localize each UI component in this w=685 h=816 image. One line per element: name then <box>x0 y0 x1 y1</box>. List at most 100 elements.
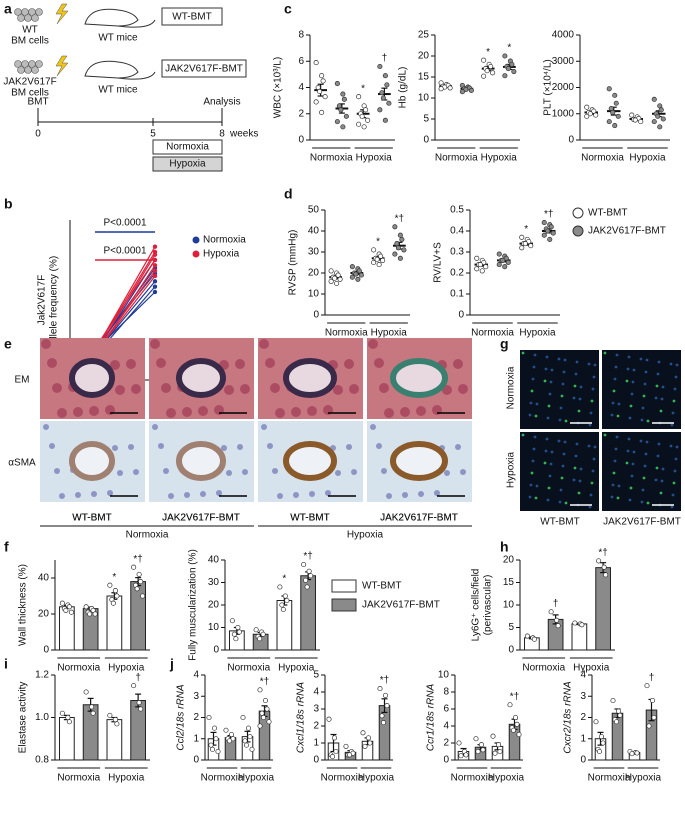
data-point <box>114 721 120 727</box>
micrograph-texture <box>386 493 392 499</box>
data-point <box>249 746 255 752</box>
micrograph-texture <box>629 486 633 490</box>
data-point <box>507 702 513 708</box>
micrograph-texture <box>669 444 673 448</box>
lightning-icon <box>55 55 69 77</box>
data-point <box>63 607 69 613</box>
y-tick-label: 4 <box>443 721 449 732</box>
data-point <box>646 723 652 729</box>
micrograph-texture <box>128 444 134 450</box>
micrograph-texture <box>131 384 141 394</box>
micrograph-texture <box>672 399 676 403</box>
micrograph-texture <box>558 500 562 504</box>
micrograph-texture <box>521 433 525 437</box>
micrograph-texture <box>616 496 620 500</box>
p-value: P<0.0001 <box>103 218 147 229</box>
micrograph-texture <box>610 495 614 499</box>
micrograph-texture <box>545 437 549 441</box>
micrograph-texture <box>645 440 649 444</box>
column-label: WT-BMT <box>290 513 329 524</box>
group-label: Hypoxia <box>347 530 384 541</box>
micrograph-texture <box>307 406 317 416</box>
data-point <box>606 119 612 125</box>
micrograph-texture <box>659 409 663 413</box>
y-tick-label: 3 <box>193 691 199 702</box>
data-point <box>384 703 390 709</box>
micrograph-texture <box>630 392 634 396</box>
micrograph-texture <box>547 486 551 490</box>
micrograph-texture <box>660 479 664 483</box>
y-axis-label: Jak2V617F <box>37 275 48 326</box>
data-point <box>334 119 340 125</box>
data-point <box>502 53 508 59</box>
micrograph-texture <box>579 467 583 471</box>
micrograph-texture <box>673 469 677 473</box>
data-point <box>262 697 269 704</box>
micrograph-texture <box>627 355 631 359</box>
timeline-tick-label: 5 <box>150 129 156 140</box>
condition-box <box>152 139 223 155</box>
data-point <box>359 113 365 119</box>
data-point <box>492 750 498 756</box>
data-point <box>495 742 502 748</box>
y-tick-label: 0 <box>443 755 449 766</box>
y-tick-label: 40 <box>208 555 220 566</box>
data-point <box>215 748 221 755</box>
micrograph-texture <box>150 339 160 349</box>
data-point <box>601 564 607 570</box>
cell-icon <box>17 66 25 74</box>
micrograph-texture <box>325 490 331 496</box>
micrograph-texture <box>549 380 553 384</box>
cell-icon <box>24 66 32 74</box>
data-point <box>371 259 377 266</box>
micrograph-texture <box>544 367 548 371</box>
micrograph-texture <box>560 394 564 398</box>
data-point <box>87 611 93 617</box>
y-tick-label: 2 <box>443 738 449 749</box>
data-point <box>206 714 212 721</box>
data-point <box>112 588 118 594</box>
micrograph-texture <box>265 358 275 368</box>
micrograph-texture <box>73 407 83 417</box>
data-point <box>378 253 384 259</box>
significance-mark: *† <box>133 554 142 565</box>
micrograph-texture <box>532 447 536 451</box>
group-label: Hypoxia <box>358 773 395 784</box>
y-tick-label: 40 <box>308 226 320 237</box>
y-tick-label: 5 <box>423 114 429 125</box>
data-point <box>337 276 343 282</box>
micrograph-texture <box>57 408 67 418</box>
micrograph-texture <box>133 469 139 475</box>
y-tick-label: 6 <box>298 56 304 67</box>
y-tick-label: 30 <box>308 247 320 258</box>
micrograph-texture <box>625 461 629 465</box>
data-point <box>519 234 525 240</box>
micrograph-texture <box>528 495 532 499</box>
data-point <box>341 96 347 102</box>
y-tick-label: 4000 <box>552 30 575 41</box>
micrograph-texture <box>184 492 190 498</box>
group-label: Normoxia <box>57 773 100 784</box>
cell-icon <box>31 14 39 22</box>
column-label: JAK2V617F-BMT <box>380 513 458 524</box>
y-tick-label: 30 <box>208 577 220 588</box>
lightning-icon <box>55 3 69 25</box>
micrograph-texture <box>575 360 579 364</box>
micrograph-texture <box>402 492 408 498</box>
y-tick-label: 20 <box>503 555 515 566</box>
data-point <box>136 571 142 577</box>
micrograph-texture <box>376 443 382 449</box>
y-tick-label: 1.2 <box>35 670 49 681</box>
y-tick-label: 2 <box>580 712 586 723</box>
data-point <box>83 604 89 610</box>
micrograph-texture <box>646 419 650 423</box>
data-point <box>334 81 340 87</box>
micrograph-texture <box>152 424 158 430</box>
micrograph-texture <box>543 461 547 465</box>
micrograph-texture <box>603 433 607 437</box>
group-label: Hypoxia <box>108 773 145 784</box>
y-tick-label: 8 <box>443 687 449 698</box>
y-axis-label: Cxcl1/18s rRNA <box>296 682 307 753</box>
micrograph-texture <box>629 404 633 408</box>
y-tick-label: 2 <box>313 721 319 732</box>
